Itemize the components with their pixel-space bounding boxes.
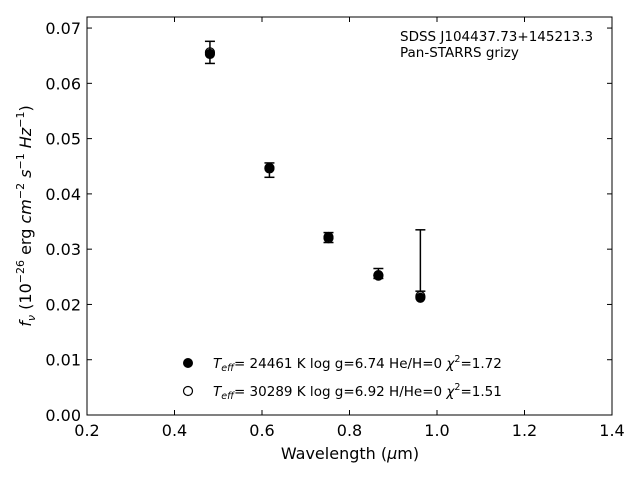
- y-tick-label: 0.06: [45, 74, 81, 93]
- model-point-open: [323, 233, 334, 244]
- x-tick-label: 0.4: [162, 421, 187, 440]
- y-tick-label: 0.04: [45, 185, 81, 204]
- models-group: [204, 47, 426, 303]
- x-tick-label: 1.0: [424, 421, 449, 440]
- x-tick-label: 1.2: [512, 421, 537, 440]
- annotation-photometry: Pan-STARRS grizy: [400, 45, 519, 61]
- model-point-open: [264, 163, 275, 174]
- y-tick-label: 0.03: [45, 240, 81, 259]
- x-tick-label: 0.2: [74, 421, 99, 440]
- model-point-open: [373, 270, 384, 281]
- annotation-object-name: SDSS J104437.73+145213.3: [400, 29, 593, 45]
- x-tick-label: 0.8: [337, 421, 362, 440]
- model-point-open: [415, 291, 426, 302]
- legend-marker-filled: [183, 358, 193, 368]
- y-tick-label: 0.01: [45, 351, 81, 370]
- y-axis-title: fν (10−26 erg cm−2 s−1 Hz−1): [14, 105, 38, 326]
- x-tick-label: 0.6: [249, 421, 274, 440]
- y-tick-label: 0.05: [45, 130, 81, 149]
- ticks-group: 0.2 0.4 0.6 0.8 1.0 1.2 1.4 0.00 0.01 0.02 0.03 0.0…: [45, 17, 625, 440]
- x-axis-title: Wavelength (μm): [281, 444, 419, 463]
- legend-entry-1: Teff= 24461 K log g=6.74 He/H=0 χ2=1.72: [213, 354, 502, 374]
- legend-entry-2: Teff= 30289 K log g=6.92 H/He=0 χ2=1.51: [213, 382, 502, 402]
- x-tick-label: 1.4: [599, 421, 624, 440]
- legend: Teff= 24461 K log g=6.74 He/H=0 χ2=1.72 …: [182, 354, 502, 402]
- observations-group: [204, 40, 426, 292]
- legend-marker-open: [182, 385, 194, 397]
- y-tick-label: 0.07: [45, 19, 81, 38]
- y-tick-label: 0.02: [45, 295, 81, 314]
- model-point-open: [204, 47, 216, 58]
- y-tick-label: 0.00: [45, 406, 81, 425]
